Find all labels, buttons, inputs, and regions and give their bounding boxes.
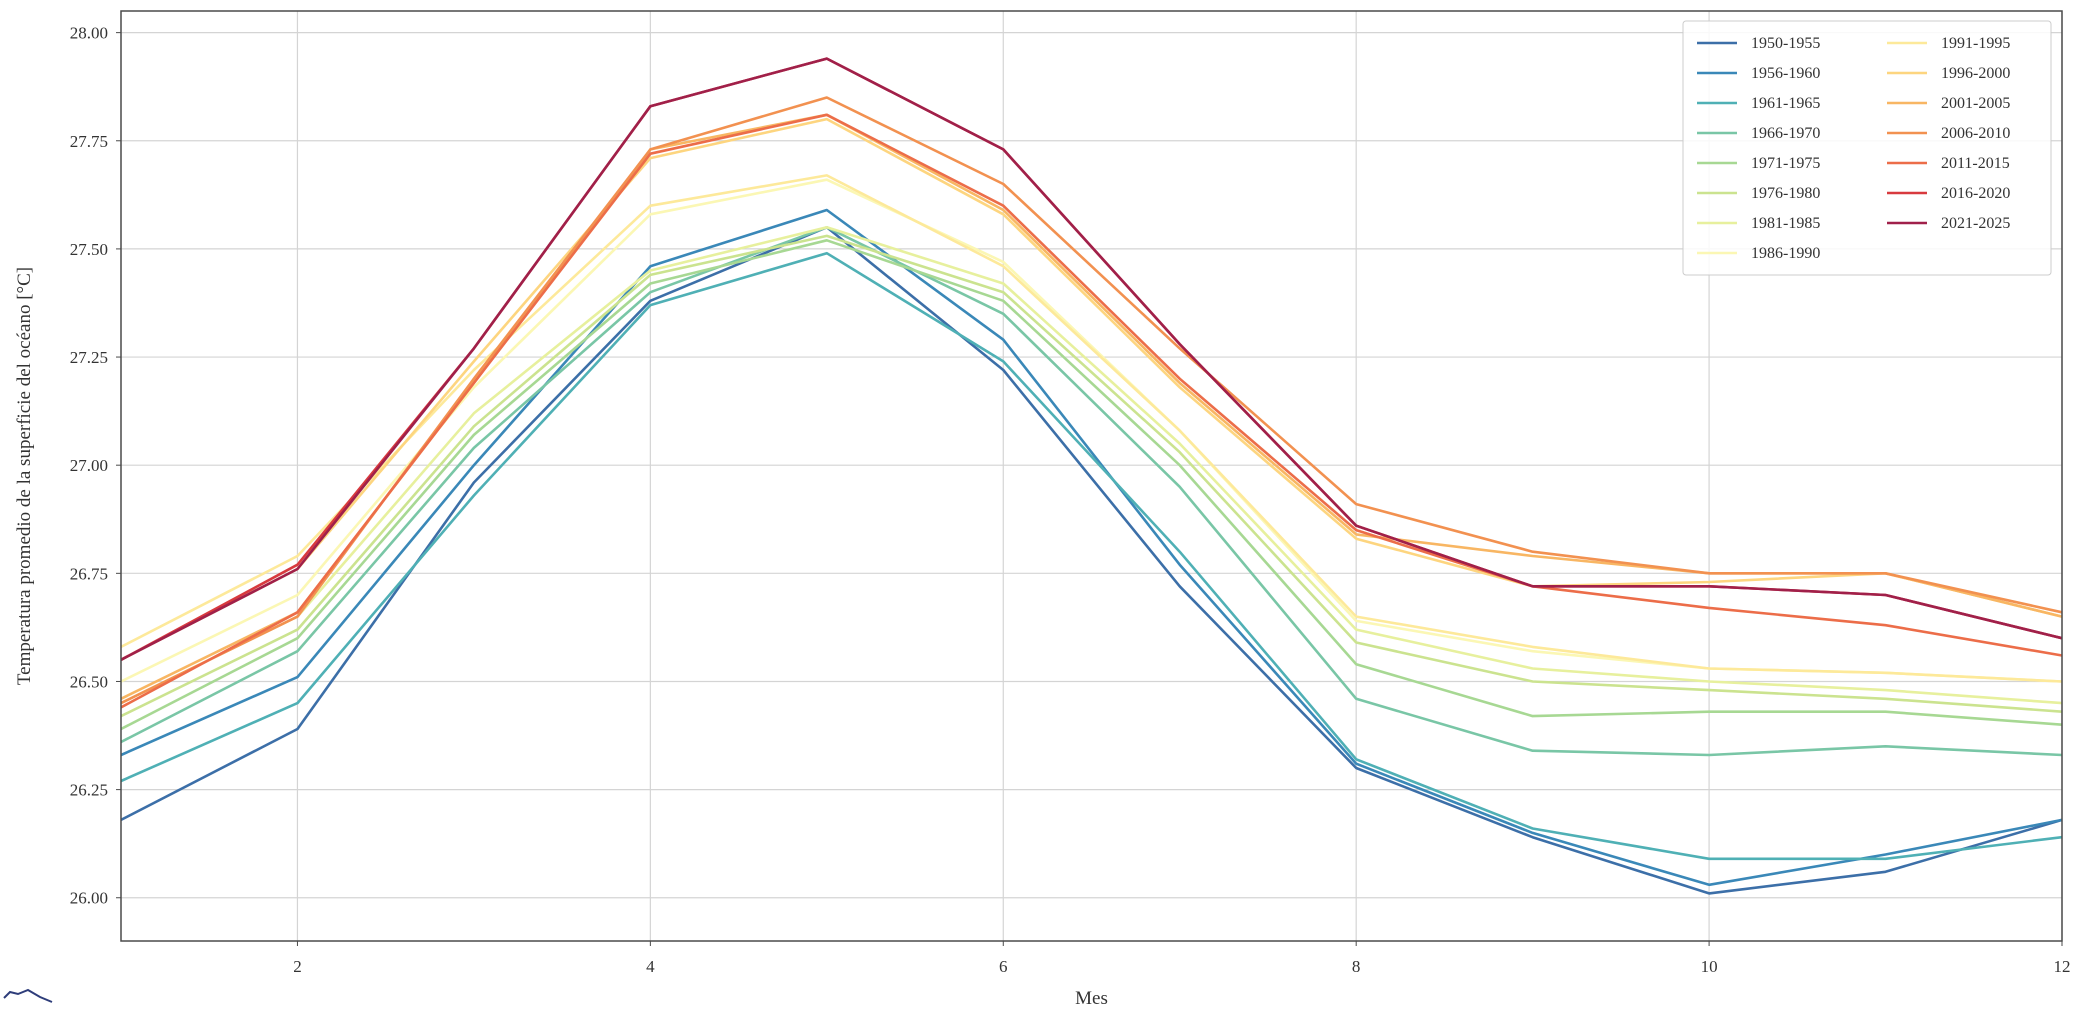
series-lines bbox=[120, 57, 2063, 895]
x-tick-label: 4 bbox=[646, 957, 655, 976]
legend-label: 1956-1960 bbox=[1751, 65, 1820, 82]
series-line-1981-1985 bbox=[120, 226, 2063, 705]
y-tick-label: 27.50 bbox=[70, 240, 108, 259]
series-line-2021-2025 bbox=[120, 57, 2063, 661]
y-tick-label: 26.50 bbox=[70, 672, 108, 691]
legend-label: 1950-1955 bbox=[1751, 35, 1820, 52]
x-axis-label: Mes bbox=[1075, 988, 1108, 1009]
legend-label: 1981-1985 bbox=[1751, 215, 1820, 232]
legend-label: 2011-2015 bbox=[1941, 155, 2010, 172]
x-tick-label: 6 bbox=[999, 957, 1008, 976]
series-line-1950-1955 bbox=[120, 226, 2063, 895]
logo-mark bbox=[3, 988, 53, 1003]
legend-label: 2001-2005 bbox=[1941, 95, 2010, 112]
x-tick-label: 10 bbox=[1701, 957, 1718, 976]
legend-label: 1971-1975 bbox=[1751, 155, 1820, 172]
x-tick-label: 2 bbox=[293, 957, 302, 976]
y-tick-label: 26.00 bbox=[70, 889, 108, 908]
y-tick-label: 28.00 bbox=[70, 24, 108, 43]
y-axis-label: Temperatura promedio de la superficie de… bbox=[14, 267, 35, 685]
y-axis-ticks: 26.00 26.25 26.50 26.75 27.00 27.25 27.50 27.75… bbox=[70, 24, 121, 908]
series-line-2011-2015 bbox=[120, 113, 2063, 709]
series-line-1976-1980 bbox=[120, 234, 2063, 718]
legend-label: 1996-2000 bbox=[1941, 65, 2010, 82]
legend-label: 2006-2010 bbox=[1941, 125, 2010, 142]
y-tick-label: 27.75 bbox=[70, 132, 108, 151]
series-line-1961-1965 bbox=[120, 251, 2063, 861]
legend: 1950-1955 1956-1960 1961-1965 1966-1970 1971… bbox=[1682, 20, 2052, 276]
legend-label: 1966-1970 bbox=[1751, 125, 1820, 142]
series-line-1966-1970 bbox=[120, 226, 2063, 757]
x-tick-label: 12 bbox=[2054, 957, 2071, 976]
legend-label: 1986-1990 bbox=[1751, 245, 1820, 262]
x-axis-ticks: 2 4 6 8 10 12 bbox=[293, 941, 2071, 976]
y-tick-label: 26.75 bbox=[70, 564, 108, 583]
y-tick-label: 27.25 bbox=[70, 348, 108, 367]
legend-label: 1961-1965 bbox=[1751, 95, 1820, 112]
series-line-1991-1995 bbox=[120, 174, 2063, 683]
legend-label: 2016-2020 bbox=[1941, 185, 2010, 202]
legend-label: 2021-2025 bbox=[1941, 215, 2010, 232]
legend-label: 1991-1995 bbox=[1941, 35, 2010, 52]
series-line-2006-2010 bbox=[120, 96, 2063, 705]
series-line-1971-1975 bbox=[120, 239, 2063, 731]
y-tick-label: 27.00 bbox=[70, 456, 108, 475]
legend-frame bbox=[1682, 20, 2052, 276]
legend-label: 1976-1980 bbox=[1751, 185, 1820, 202]
y-tick-label: 26.25 bbox=[70, 781, 108, 800]
series-line-1956-1960 bbox=[120, 208, 2063, 887]
x-tick-label: 8 bbox=[1352, 957, 1361, 976]
plot-frame bbox=[120, 10, 2063, 942]
series-line-1996-2000 bbox=[120, 117, 2063, 661]
